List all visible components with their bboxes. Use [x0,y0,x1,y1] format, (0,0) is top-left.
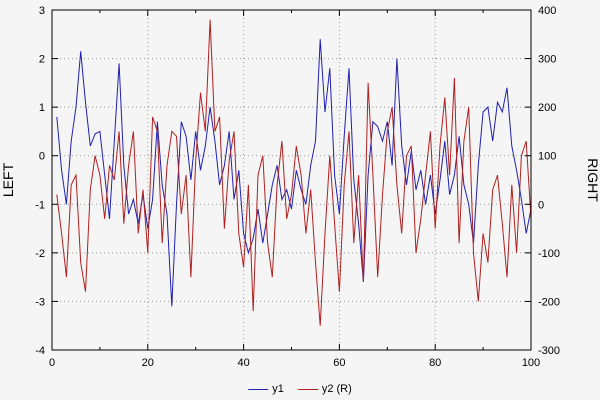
series-line-y1 [56,39,532,307]
right-tick-label: -100 [538,248,560,260]
grid [51,9,532,351]
left-tick-label: 0 [39,151,45,163]
x-tick-label: 100 [522,357,540,369]
x-tick-label: 80 [429,357,441,369]
right-tick-label: 200 [538,102,556,114]
tick-labels: 0 20 40 60 80 100 -4 -3 -2 -1 0 1 2 3 -300 -200 -100 0 100… [35,5,560,369]
x-tick-label: 60 [333,357,345,369]
legend-item: y1 [248,383,284,395]
left-tick-label: -1 [35,199,45,211]
series-lines [56,19,532,326]
left-tick-label: -2 [35,248,45,260]
series-line-y2--r- [56,19,532,326]
left-axis-title: LEFT [0,162,16,197]
right-tick-label: -200 [538,296,560,308]
legend-label: y1 [272,383,284,395]
right-tick-label: 300 [538,54,556,66]
legend: y1 y2 (R) [248,383,352,395]
right-tick-label: 100 [538,151,556,163]
axes [51,9,532,351]
right-tick-label: -300 [538,345,560,357]
right-axis-title: RIGHT [585,158,600,202]
legend-sample-line [297,388,318,390]
left-tick-label: -3 [35,296,45,308]
x-tick-label: 20 [142,357,154,369]
right-tick-label: 0 [538,199,544,211]
left-tick-label: 1 [39,102,45,114]
left-tick-label: -4 [35,345,45,357]
x-tick-label: 0 [49,357,55,369]
left-tick-label: 3 [39,5,45,17]
left-tick-label: 2 [39,54,45,66]
legend-sample-line [248,388,269,390]
right-tick-label: 400 [538,5,556,17]
legend-item: y2 (R) [297,383,352,395]
x-tick-label: 40 [237,357,249,369]
legend-label: y2 (R) [321,383,352,395]
